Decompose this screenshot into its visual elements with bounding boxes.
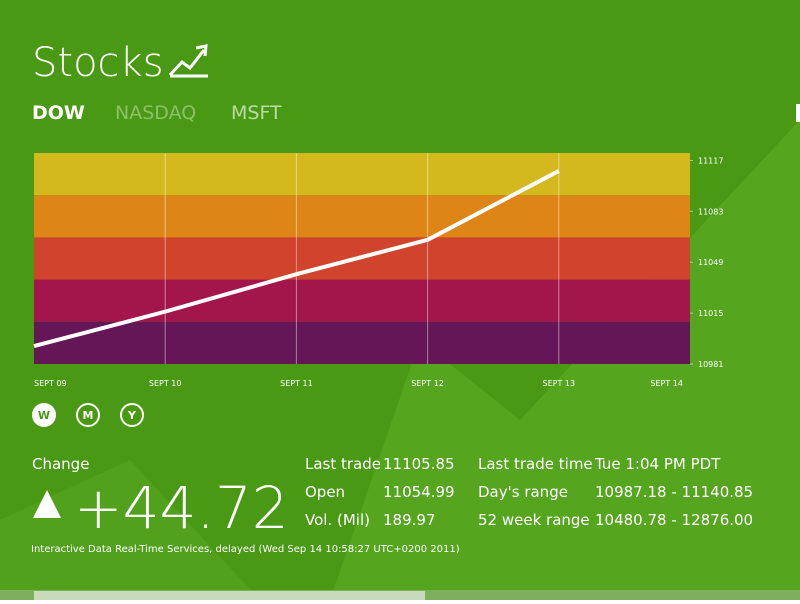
stat-value: 11054.99 — [383, 483, 455, 501]
background-shape — [330, 120, 800, 600]
color-band — [34, 279, 690, 322]
range-label: W — [38, 409, 50, 422]
stat-label: Open — [305, 483, 345, 501]
stat-value: Tue 1:04 PM PDT — [594, 455, 721, 473]
tab[interactable]: NASDAQ — [115, 102, 196, 124]
stat-label: 52 week range — [478, 511, 590, 529]
y-tick-label: 11049 — [698, 258, 723, 267]
range-button[interactable] — [76, 403, 100, 427]
tab[interactable]: DOW — [32, 102, 85, 124]
stat-label: Last trade — [305, 455, 381, 473]
stat-value: 10987.18 - 11140.85 — [595, 483, 753, 501]
edge-item — [796, 104, 800, 122]
x-tick-label: SEPT 14 — [650, 379, 683, 388]
color-band — [34, 153, 690, 196]
x-tick-label: SEPT 13 — [543, 379, 576, 388]
color-band — [34, 195, 690, 238]
y-tick-label: 11015 — [698, 309, 723, 318]
x-tick-label: SEPT 09 — [34, 379, 67, 388]
x-tick-label: SEPT 11 — [280, 379, 313, 388]
stat-label: Vol. (Mil) — [305, 511, 370, 529]
scrollbar-thumb[interactable] — [34, 591, 425, 600]
x-tick-label: SEPT 10 — [149, 379, 182, 388]
change-value: +44.72 — [74, 474, 289, 542]
stat-label: Last trade time — [478, 455, 593, 473]
y-tick-label: 11083 — [698, 207, 723, 216]
range-label: M — [83, 409, 94, 422]
background-shape — [0, 460, 260, 600]
change-label: Change — [32, 455, 89, 473]
stat-value: 10480.78 - 12876.00 — [595, 511, 753, 529]
x-tick-label: SEPT 12 — [411, 379, 444, 388]
price-line — [33, 169, 560, 348]
stat-value: 189.97 — [383, 511, 436, 529]
stat-label: Day's range — [478, 483, 568, 501]
y-tick-label: 11117 — [698, 156, 723, 165]
up-arrow — [33, 490, 61, 518]
tab[interactable]: MSFT — [231, 102, 282, 124]
stat-value: 11105.85 — [383, 455, 455, 473]
color-band — [34, 321, 690, 364]
range-label: Y — [127, 409, 137, 422]
app-title: Stocks — [32, 40, 164, 86]
range-button[interactable] — [32, 403, 56, 427]
stocks-icon — [168, 44, 208, 78]
footer: Interactive Data Real-Time Services, del… — [31, 544, 460, 555]
range-button[interactable] — [120, 403, 144, 427]
y-tick-label: 10981 — [698, 360, 723, 369]
